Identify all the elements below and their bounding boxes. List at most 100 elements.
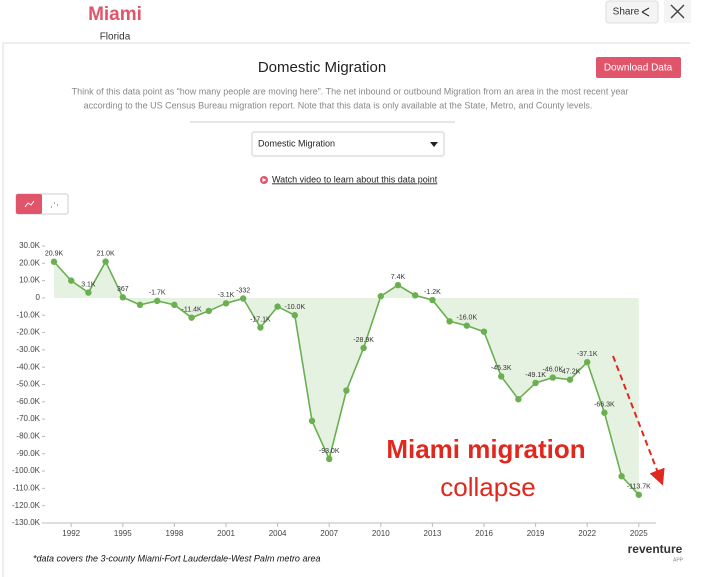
y-tick-label: -10.0K xyxy=(16,310,40,319)
point xyxy=(515,396,522,403)
point xyxy=(584,358,591,366)
data-label: -17.1K xyxy=(250,316,271,323)
data-label: -3.1K xyxy=(218,292,235,299)
data-label: 7.4K xyxy=(391,274,406,281)
x-tick-label: 2019 xyxy=(527,529,545,538)
close-icon xyxy=(670,4,685,19)
point xyxy=(171,301,178,309)
y-tick-label: 0 xyxy=(36,293,41,302)
x-tick-label: 1998 xyxy=(166,529,184,538)
y-tick-label: -130.0K xyxy=(12,518,41,527)
data-label: -66.3K xyxy=(594,402,615,409)
annotation: collapse xyxy=(440,472,535,502)
annotation: Miami migration xyxy=(386,434,585,464)
point xyxy=(136,301,144,309)
dropdown-label: Domestic Migration xyxy=(258,138,335,148)
scatter-icon xyxy=(51,202,58,208)
data-label: 367 xyxy=(117,286,129,293)
point xyxy=(463,322,470,329)
y-tick-label: 30.0K xyxy=(19,241,41,250)
y-tick-label: -90.0K xyxy=(16,449,40,458)
x-tick-label: 2007 xyxy=(320,529,338,538)
point xyxy=(446,318,453,325)
point xyxy=(222,300,230,307)
point xyxy=(566,376,574,383)
data-label: -28.9K xyxy=(353,337,374,344)
data-label: 21.0K xyxy=(96,250,115,257)
x-tick-label: 1992 xyxy=(62,529,80,538)
point xyxy=(394,281,402,289)
x-tick-label: 1995 xyxy=(114,529,132,538)
data-label: -93.0K xyxy=(319,448,340,455)
point xyxy=(188,314,195,321)
point xyxy=(412,292,419,299)
logo: reventure xyxy=(628,542,683,556)
point xyxy=(50,258,58,265)
point xyxy=(377,293,384,300)
point xyxy=(429,296,436,304)
state: Florida xyxy=(100,32,131,43)
point xyxy=(601,409,608,416)
plot: 30.0K 20.0K 10.0K 0 -10.0K -20.0K -30.0K -40.0K… xyxy=(12,241,656,538)
point xyxy=(240,295,247,302)
point xyxy=(119,294,127,301)
point xyxy=(257,324,264,331)
data-label: -1.7K xyxy=(149,290,166,297)
panel-border xyxy=(2,42,690,577)
y-tick-label: -70.0K xyxy=(16,414,40,423)
point xyxy=(205,307,212,315)
data-label: -37.1K xyxy=(577,351,598,358)
y-tick-label: -20.0K xyxy=(16,328,40,337)
point xyxy=(85,289,92,296)
video-icon-play xyxy=(262,178,267,182)
data-label: -11.4K xyxy=(182,307,202,314)
x-tick-label: 2013 xyxy=(424,529,442,538)
x-tick-label: 2016 xyxy=(475,529,493,538)
data-label: 20.9K xyxy=(45,251,64,258)
point xyxy=(274,303,281,310)
point xyxy=(618,473,625,480)
area xyxy=(54,261,639,495)
point xyxy=(68,277,75,284)
point xyxy=(549,374,556,381)
point xyxy=(635,491,642,498)
trend-arrow xyxy=(612,355,665,486)
point xyxy=(343,387,350,394)
line-icon xyxy=(24,200,35,208)
share-button[interactable] xyxy=(605,0,659,24)
download-button[interactable] xyxy=(596,57,681,78)
data-label: -47.2K xyxy=(560,368,581,375)
point xyxy=(360,344,367,352)
data-label: -332 xyxy=(236,287,250,294)
y-tick-label: -40.0K xyxy=(16,362,40,371)
y-tick-label: 20.0K xyxy=(19,258,41,267)
data-label: -1.2K xyxy=(424,289,441,296)
data-label: -113.7K xyxy=(627,484,651,491)
data-label: -46.0K xyxy=(542,366,563,373)
x-tick-label: 2004 xyxy=(269,529,287,538)
x-tick-label: 2010 xyxy=(372,529,390,538)
footnote: *data covers the 3-county Miami-Fort Lau… xyxy=(33,553,320,563)
point xyxy=(326,455,333,463)
dropdown-caret xyxy=(430,142,438,147)
y-tick-label: -80.0K xyxy=(16,432,40,441)
y-tick-label: -110.0K xyxy=(13,483,41,492)
panel-title: Domestic Migration xyxy=(258,59,386,76)
data-label: 3.1K xyxy=(81,281,96,288)
y-tick-label: 10.0K xyxy=(19,276,41,285)
x-tick-label: 2022 xyxy=(578,529,596,538)
point xyxy=(291,312,298,319)
scatter-toggle[interactable] xyxy=(42,194,68,214)
data-label: -16.0K xyxy=(456,314,477,321)
data-label: -10.0K xyxy=(284,304,305,311)
dropdown[interactable] xyxy=(251,131,445,157)
share-label: Share xyxy=(613,7,640,18)
y-tick-label: -100.0K xyxy=(12,466,41,475)
point xyxy=(532,379,539,387)
point xyxy=(480,328,488,335)
point xyxy=(154,297,161,305)
video-link[interactable]: Watch video to learn about this data poi… xyxy=(272,174,438,184)
share-icon xyxy=(641,7,650,17)
